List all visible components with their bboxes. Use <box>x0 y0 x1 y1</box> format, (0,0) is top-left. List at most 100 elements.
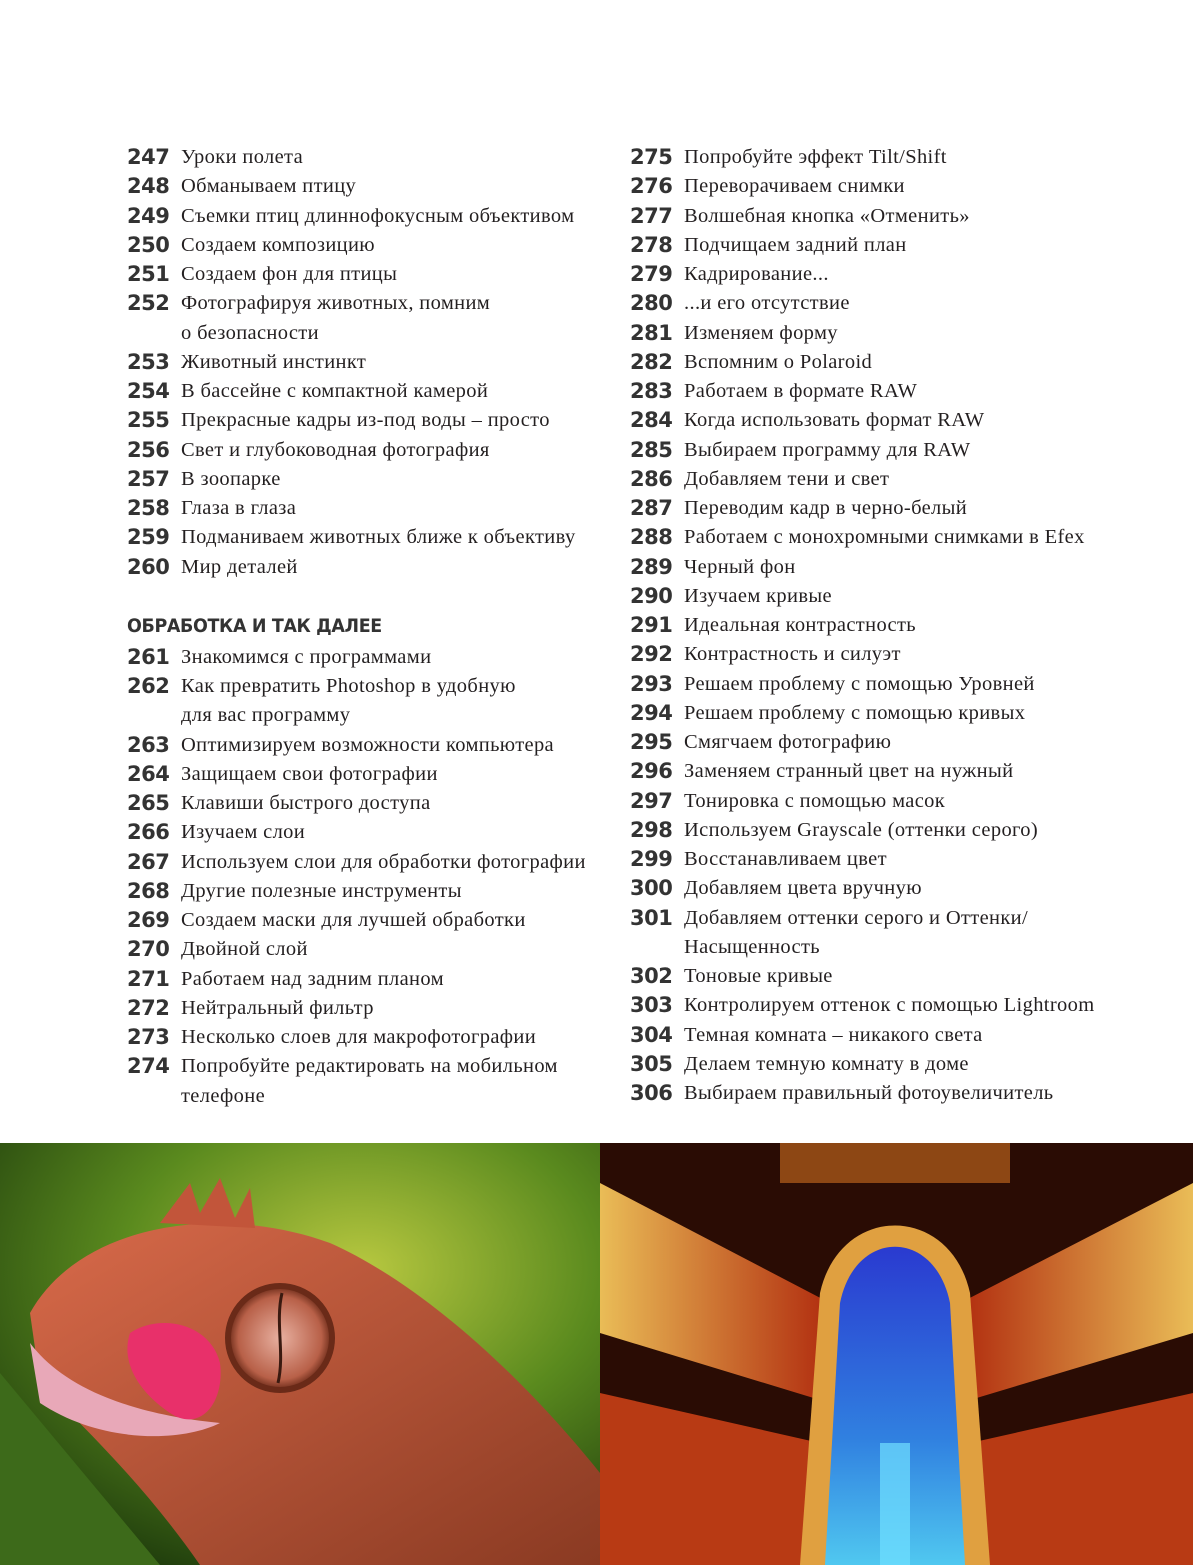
toc-entry: 287 Переводим кадр в черно-белый <box>630 494 1110 523</box>
page-number: 256 <box>127 437 170 462</box>
page-number: 255 <box>127 408 170 433</box>
page-number: 251 <box>127 262 170 286</box>
entry-title: Изучаем кривые <box>684 584 832 607</box>
entry-title: Смягчаем фотографию <box>684 731 892 753</box>
toc-entry: 303 Контролируем оттенок с помощью Lightr… <box>630 991 1110 1020</box>
entry-title: Создаем маски для лучшей обработки <box>181 909 526 931</box>
page-number: 276 <box>630 174 673 199</box>
toc-entry: 266 Изучаем слои <box>127 818 607 847</box>
page-number: 273 <box>127 1025 170 1049</box>
toc-entry: 260 Мир деталей <box>127 553 607 582</box>
entry-title: Переворачиваем снимки <box>684 175 905 198</box>
entry-title: Волшебная кнопка «Отменить» <box>684 204 970 227</box>
entry-title: Контрастность и силуэт <box>684 643 901 666</box>
page-number: 292 <box>630 642 673 667</box>
entry-title: Попробуйте эффект Tilt/Shift <box>684 146 947 168</box>
toc-entry: 271 Работаем над задним планом <box>127 965 607 994</box>
entry-title: Обманываем птицу <box>181 175 357 198</box>
toc-entry: 274 Попробуйте редактировать на мобильном… <box>127 1052 607 1111</box>
entry-title: Подманиваем животных ближе к объективу <box>181 526 576 549</box>
page-number: 261 <box>127 644 170 669</box>
toc-entry: 301 Добавляем оттенки серого и Оттенки/ Н… <box>630 904 1110 963</box>
page-number: 285 <box>630 437 673 462</box>
toc-entry: 247 Уроки полета <box>127 143 607 172</box>
page-number: 303 <box>630 993 673 1018</box>
toc-list: 261 Знакомимся с программами 262 Как превра… <box>127 643 607 1111</box>
toc-entry: 286 Добавляем тени и свет <box>630 465 1110 494</box>
toc-entry: 298 Используем Grayscale (оттенки серого) <box>630 816 1110 845</box>
entry-title: Идеальная контрастность <box>684 614 917 636</box>
entry-title: Подчищаем задний план <box>684 233 907 256</box>
entry-title: Используем слои для обработки фотографии <box>181 850 586 873</box>
page-number: 262 <box>127 674 170 698</box>
entry-title: Знакомимся с программами <box>181 645 432 668</box>
page-number: 281 <box>630 320 673 345</box>
page-number: 296 <box>630 759 673 784</box>
toc-entry: 292 Контрастность и силуэт <box>630 640 1110 669</box>
page-number: 305 <box>630 1051 673 1076</box>
toc-entry: 257 В зоопарке <box>127 465 607 494</box>
entry-title: Восстанавливаем цвет <box>684 848 887 870</box>
page-number: 282 <box>630 349 673 374</box>
page-number: 287 <box>630 496 673 520</box>
entry-title: В бассейне с компактной камерой <box>181 380 489 402</box>
toc-list: 275 Попробуйте эффект Tilt/Shift 276 Перево… <box>630 143 1110 1108</box>
entry-title: Тоновые кривые <box>684 965 833 987</box>
toc-entry: 264 Защищаем свои фотографии <box>127 760 607 789</box>
entry-title: Используем Grayscale (оттенки серого) <box>684 818 1039 841</box>
entry-title: Черный фон <box>684 555 796 578</box>
entry-title: Темная комната – никакого света <box>684 1023 983 1046</box>
page-number: 260 <box>127 554 170 579</box>
toc-entry: 289 Черный фон <box>630 553 1110 582</box>
page-number: 279 <box>630 262 673 286</box>
entry-title: Работаем в формате RAW <box>684 380 918 402</box>
page-number: 284 <box>630 408 673 433</box>
toc-entry: 278 Подчищаем задний план <box>630 231 1110 260</box>
toc-entry: 279 Кадрирование... <box>630 260 1110 289</box>
entry-title: Несколько слоев для макрофотографии <box>181 1026 537 1048</box>
entry-title: Делаем темную комнату в доме <box>684 1052 969 1075</box>
toc-entry: 300 Добавляем цвета вручную <box>630 874 1110 903</box>
page-number: 299 <box>630 847 673 871</box>
page-number: 286 <box>630 466 673 491</box>
entry-title: Добавляем цвета вручную <box>684 877 922 900</box>
page-number: 258 <box>127 496 170 520</box>
page-number: 249 <box>127 203 170 228</box>
page-number: 266 <box>127 820 170 845</box>
entry-title: Нейтральный фильтр <box>181 996 374 1019</box>
page-number: 267 <box>127 849 170 874</box>
toc-entry: 283 Работаем в формате RAW <box>630 377 1110 406</box>
toc-entry: 304 Темная комната – никакого света <box>630 1021 1110 1050</box>
page-number: 280 <box>630 291 673 316</box>
entry-title: Двойной слой <box>181 938 308 961</box>
toc-entry: 295 Смягчаем фотографию <box>630 728 1110 757</box>
toc-entry: 250 Создаем композицию <box>127 231 607 260</box>
page-number: 298 <box>630 817 673 842</box>
page-number: 301 <box>630 905 673 930</box>
toc-entry: 270 Двойной слой <box>127 935 607 964</box>
page-number: 295 <box>630 730 673 754</box>
page-number: 271 <box>127 966 170 991</box>
entry-title: Съемки птиц длиннофокусным объективом <box>181 204 575 227</box>
toc-entry: 299 Восстанавливаем цвет <box>630 845 1110 874</box>
page-number: 302 <box>630 964 673 988</box>
page-number: 257 <box>127 466 170 491</box>
entry-title: ...и его отсутствие <box>684 292 850 315</box>
page-number: 294 <box>630 700 673 725</box>
page-number: 269 <box>127 908 170 932</box>
entry-title: Тонировка с помощью масок <box>684 789 946 812</box>
entry-title: Выбираем программу для RAW <box>684 438 971 461</box>
page-number: 304 <box>630 1022 673 1047</box>
entry-title: Вспомним о Polaroid <box>684 350 873 373</box>
toc-entry: 296 Заменяем странный цвет на нужный <box>630 757 1110 786</box>
entry-title: Другие полезные инструменты <box>181 879 462 902</box>
toc-entry: 281 Изменяем форму <box>630 319 1110 348</box>
entry-title: Создаем фон для птицы <box>181 263 398 285</box>
entry-title: Глаза в глаза <box>181 497 297 519</box>
toc-entry: 275 Попробуйте эффект Tilt/Shift <box>630 143 1110 172</box>
page-number: 278 <box>630 232 673 257</box>
page-number: 248 <box>127 174 170 199</box>
page-number: 290 <box>630 583 673 608</box>
toc-entry: 254 В бассейне с компактной камерой <box>127 377 607 406</box>
toc-entry: 293 Решаем проблему с помощью Уровней <box>630 670 1110 699</box>
